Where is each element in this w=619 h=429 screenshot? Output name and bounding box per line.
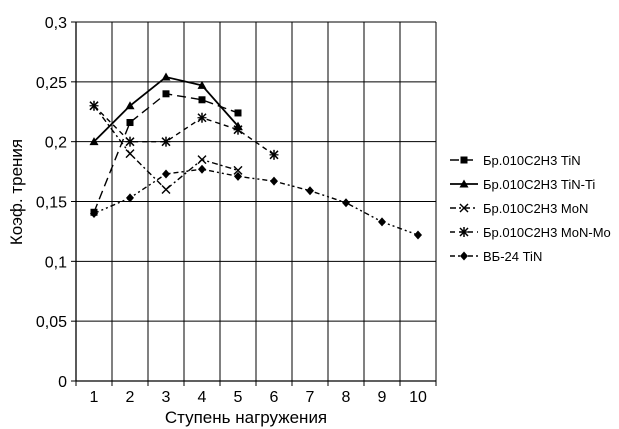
data-point (460, 156, 468, 164)
x-axis-title: Ступень нагружения (165, 408, 327, 427)
grid (76, 21, 437, 381)
data-point (460, 251, 468, 261)
series-layer (89, 72, 422, 240)
legend-entry: Бр.010С2Н3 MoN-Mo (450, 225, 611, 240)
data-point (198, 164, 206, 174)
data-point (125, 136, 135, 147)
x-tick-label: 6 (270, 389, 279, 406)
legend-label: ВБ-24 TiN (483, 249, 542, 264)
legend-label: Бр.010С2Н3 TiN (483, 153, 581, 168)
data-point-stroke (161, 185, 171, 195)
data-point (197, 155, 207, 165)
legend-entry: ВБ-24 TiN (450, 249, 542, 264)
axes: 0 0,05 0,1 0,15 0,2 0,25 0,3 1 2 3 4 5 6 7 8 9 10 (36, 15, 437, 406)
data-point (197, 80, 207, 89)
data-point (161, 72, 171, 81)
y-tick-label: 0 (58, 374, 67, 391)
data-point (459, 179, 469, 188)
legend-label: Бр.010С2Н3 TiN-Ti (483, 177, 595, 192)
data-point (89, 100, 99, 111)
series-5 (90, 164, 422, 240)
data-point (90, 208, 98, 218)
legend-label: Бр.010С2Н3 MoN (483, 201, 588, 216)
data-point (125, 149, 135, 159)
data-point (233, 165, 243, 175)
data-point (126, 193, 134, 203)
series-line (93, 76, 239, 143)
series-4 (89, 100, 279, 160)
series-line (93, 93, 239, 213)
data-point (269, 149, 279, 160)
x-tick-label: 4 (198, 389, 207, 406)
data-point-stroke (125, 149, 135, 159)
legend-entry: Бр.010С2Н3 TiN-Ti (450, 177, 595, 192)
data-point (459, 227, 469, 237)
x-tick-label: 5 (234, 389, 243, 406)
data-point (161, 136, 171, 147)
data-point-stroke (459, 203, 469, 213)
data-point (234, 171, 242, 181)
legend-entry: Бр.010С2Н3 MoN (450, 201, 588, 216)
x-tick-label: 10 (409, 389, 427, 406)
x-tick-label: 7 (306, 389, 315, 406)
data-point (161, 185, 171, 195)
data-point (414, 230, 422, 240)
legend-label: Бр.010С2Н3 MoN-Mo (483, 225, 611, 240)
series-1 (90, 90, 242, 216)
data-point (233, 124, 243, 135)
x-tick-label: 3 (162, 389, 171, 406)
data-point (89, 137, 99, 146)
data-point-stroke (197, 155, 207, 165)
legend-entry: Бр.010С2Н3 TiN (450, 153, 581, 168)
y-tick-label: 0,25 (36, 75, 67, 92)
data-point (270, 176, 278, 186)
series-line (93, 105, 275, 156)
x-tick-label: 9 (378, 389, 387, 406)
x-tick-label: 1 (90, 389, 99, 406)
data-point (126, 119, 134, 127)
data-point (342, 198, 350, 208)
y-tick-label: 0,1 (45, 254, 67, 271)
data-point (234, 109, 242, 117)
data-point (198, 96, 206, 104)
data-point-stroke (233, 165, 243, 175)
legend: Бр.010С2Н3 TiN Бр.010С2Н3 TiN-Ti Бр.010С2Н… (450, 153, 611, 264)
data-point (162, 169, 170, 179)
data-point (125, 101, 135, 110)
y-tick-label: 0,3 (45, 15, 67, 32)
data-point (459, 203, 469, 213)
data-point (162, 90, 170, 98)
x-tick-label: 8 (342, 389, 351, 406)
y-tick-label: 0,15 (36, 195, 67, 212)
data-point (378, 217, 386, 227)
data-point (197, 112, 207, 123)
series-line (93, 105, 239, 191)
x-tick-label: 2 (126, 389, 135, 406)
y-tick-label: 0,2 (45, 135, 67, 152)
series-3 (89, 101, 243, 195)
y-tick-label: 0,05 (36, 314, 67, 331)
y-axis-title: Коэф. трения (7, 139, 26, 245)
data-point (306, 186, 314, 196)
